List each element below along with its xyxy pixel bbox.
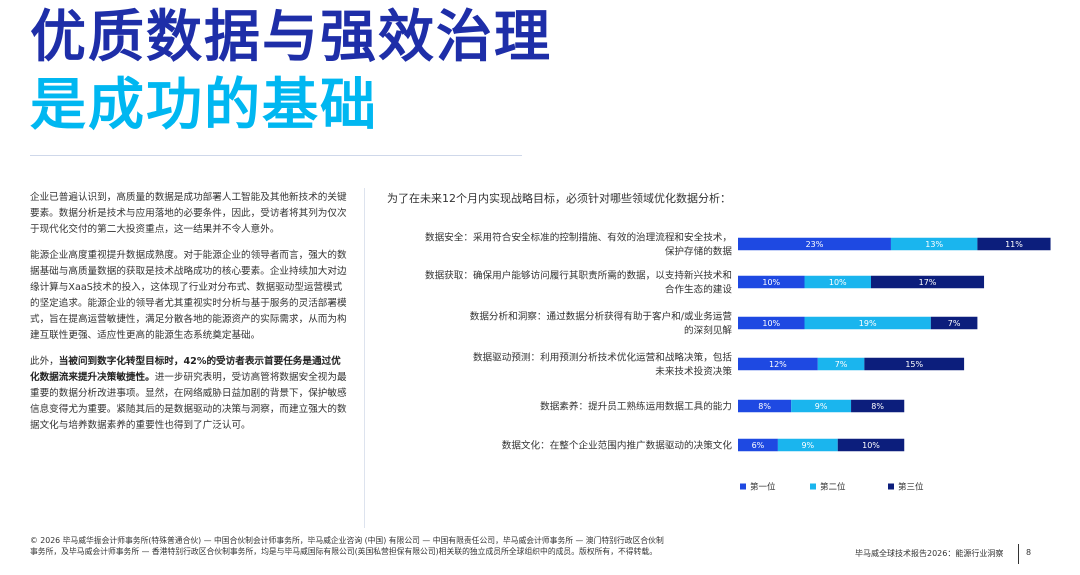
data-label: 19% [859,319,877,328]
bar-segment [804,275,871,289]
copyright-text: © 2026 毕马威华振会计师事务所(特殊普通合伙) — 中国合伙制会计师事务所… [30,536,664,556]
data-label: 12% [769,360,787,369]
paragraph-3-highlight: 当被问到数字化转型目标时，42%的受访者表示首要任务是通过优化数据流来提升决策敏… [30,356,341,383]
bar-segment [804,316,931,330]
bar-segment [817,357,865,371]
legend-label: 第一位 [750,482,776,493]
category-label: 数据分析和洞察：通过数据分析获得有助于客户和/或业务运营 [470,311,733,323]
legend-swatch [740,483,746,490]
bar-segment [851,399,905,413]
data-label: 17% [919,278,937,287]
data-label: 7% [835,360,848,369]
data-label: 8% [871,402,884,411]
bar-segment [738,237,891,251]
data-label: 6% [752,441,765,450]
bar-segment [930,316,978,330]
legend-label: 第二位 [820,482,846,493]
data-label: 10% [829,278,847,287]
bar-segment [777,438,838,452]
body-text: 企业已普遍认识到，高质量的数据是成功部署人工智能及其他新技术的关键要素。数据分析… [30,190,348,444]
bar-segment [738,399,792,413]
stacked-bar-chart: 数据安全：采用符合安全标准的控制措施、有效的治理流程和安全技术， 保护存储的数据 2… [425,232,1051,493]
category-label: 保护存储的数据 [665,246,733,258]
data-label: 23% [806,240,824,249]
data-label: 10% [762,278,780,287]
bar-segment [791,399,852,413]
data-label: 9% [815,402,828,411]
bar-segment [738,316,805,330]
data-label: 11% [1005,240,1023,249]
report-name: 毕马威全球技术报告2026：能源行业洞察 [855,549,1004,558]
page-number: 8 [1026,548,1032,557]
chart-container: 为了在未来12个月内实现战略目标，必须针对哪些领域优化数据分析： 数据安全：采用… [372,188,1072,518]
legend-swatch [810,483,816,490]
bar-segment [738,275,805,289]
category-label: 未来技术投资决策 [655,366,732,378]
category-label: 数据驱动预测：利用预测分析技术优化运营和战略决策，包括 [473,352,732,364]
bar-segment [864,357,965,371]
page-title: 优质数据与强效治理 是成功的基础 [30,4,552,140]
data-label: 10% [862,441,880,450]
chart-title: 为了在未来12个月内实现战略目标，必须针对哪些领域优化数据分析： [387,192,731,205]
bar-segment [890,237,978,251]
data-label: 9% [801,441,814,450]
paragraph-1: 企业已普遍认识到，高质量的数据是成功部署人工智能及其他新技术的关键要素。数据分析… [30,192,347,235]
category-label: 数据获取：确保用户能够访问履行其职责所需的数据，以支持新兴技术和 [425,270,732,282]
paragraph-3-rest: 进一步研究表明，受访高管将数据安全视为最重要的数据分析改进事项。显然，在网络威胁… [30,372,347,431]
data-label: 13% [925,240,943,249]
bar-segment [871,275,985,289]
data-label: 7% [948,319,961,328]
category-label: 的深刻见解 [684,325,732,337]
category-label: 合作生态的建设 [665,284,733,296]
bar-segment [837,438,905,452]
legend-label: 第三位 [898,482,924,493]
bar-segment [977,237,1051,251]
footer-separator [1018,544,1019,564]
paragraph-3-lead: 此外， [30,356,59,367]
column-divider [364,188,365,528]
paragraph-3: 此外，当被问到数字化转型目标时，42%的受访者表示首要任务是通过优化数据流来提升… [30,354,348,434]
bar-segment [738,357,818,371]
category-label: 数据文化：在整个企业范围内推广数据驱动的决策文化 [502,440,733,452]
title-line-1: 优质数据与强效治理 [30,5,552,70]
data-label: 8% [758,402,771,411]
bar-segment [738,438,778,452]
category-label: 数据素养：提升员工熟练运用数据工具的能力 [540,401,732,413]
title-divider [30,155,522,156]
data-label: 15% [905,360,923,369]
category-label: 数据安全：采用符合安全标准的控制措施、有效的治理流程和安全技术， [425,232,732,244]
title-line-2: 是成功的基础 [30,73,378,138]
legend-swatch [888,483,894,490]
paragraph-2: 能源企业高度重视提升数据成熟度。对于能源企业的领导者而言，强大的数据基础与高质量… [30,250,347,341]
data-label: 10% [762,319,780,328]
